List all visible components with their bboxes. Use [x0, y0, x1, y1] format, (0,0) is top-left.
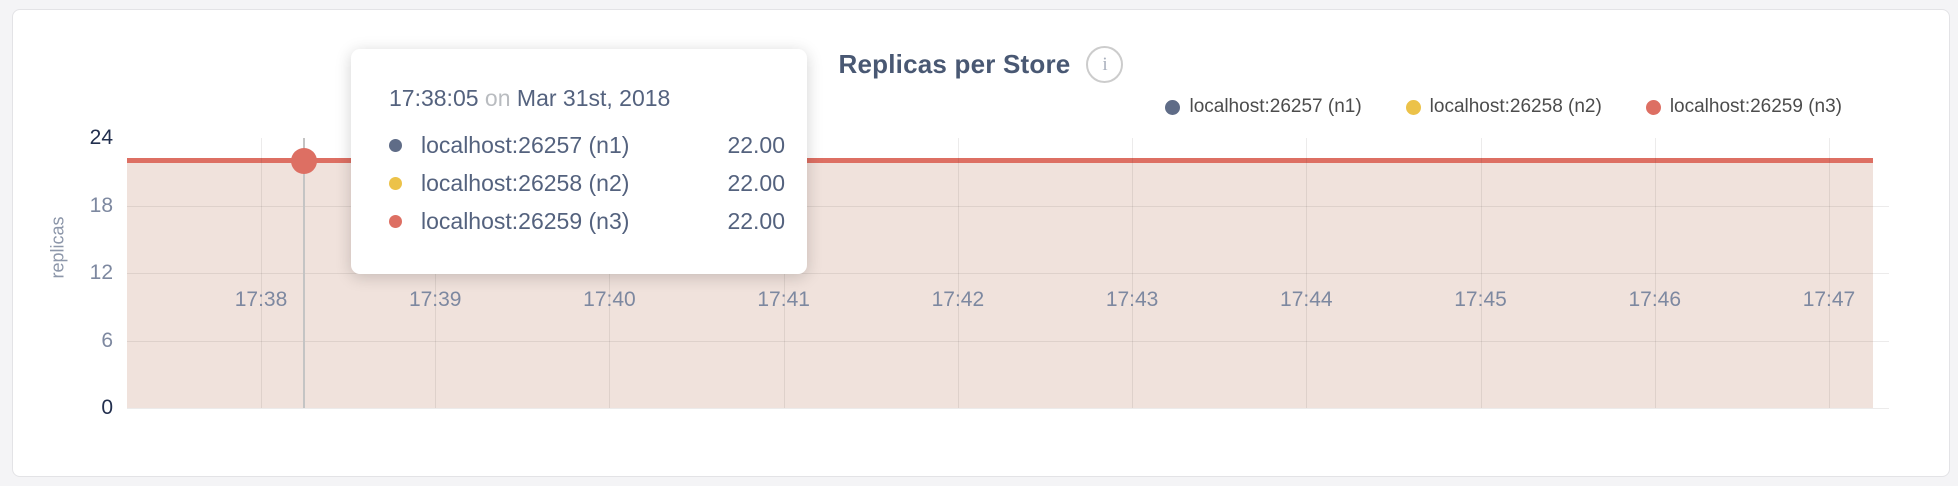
tooltip-series-value: 22.00	[727, 131, 785, 158]
gridline-horizontal	[127, 205, 1889, 207]
tooltip-series-value: 22.00	[727, 169, 785, 196]
tooltip-date: Mar 31st, 2018	[516, 85, 671, 111]
legend: localhost:26257 (n1) localhost:26258 (n2)…	[1165, 96, 1842, 118]
gridline-horizontal	[127, 273, 1889, 274]
info-icon[interactable]: i	[1086, 46, 1124, 83]
x-tick-label: 17:42	[931, 288, 985, 311]
gridline-vertical	[1828, 138, 1830, 408]
x-tick-label: 17:47	[1802, 288, 1856, 311]
gridline-vertical	[261, 138, 262, 408]
legend-label: localhost:26257 (n1)	[1189, 96, 1362, 117]
x-tick-label: 17:44	[1280, 288, 1333, 311]
chart-tooltip: 17:38:05 on Mar 31st, 2018 localhost:262…	[351, 49, 807, 274]
tooltip-row: localhost:26257 (n1) 22.00	[389, 126, 785, 164]
tooltip-series-dot	[389, 214, 402, 228]
legend-item[interactable]: localhost:26257 (n1)	[1165, 96, 1362, 118]
legend-label: localhost:26259 (n3)	[1669, 96, 1842, 117]
tooltip-header: 17:38:05 on Mar 31st, 2018	[389, 85, 807, 112]
legend-series-dot	[1645, 99, 1661, 115]
tooltip-series-label: localhost:26258 (n2)	[421, 169, 630, 196]
tooltip-rows: localhost:26257 (n1) 22.00 localhost:26258…	[389, 126, 807, 240]
gridline-horizontal	[127, 408, 1889, 409]
y-tick-label: 12	[89, 261, 113, 284]
legend-label: localhost:26258 (n2)	[1429, 96, 1602, 117]
y-tick-label: 6	[101, 328, 113, 352]
tooltip-series-value: 22.00	[727, 207, 785, 234]
tooltip-series-label: localhost:26257 (n1)	[421, 131, 630, 158]
gridline-vertical	[1306, 138, 1308, 408]
y-tick-label: 18	[89, 193, 113, 217]
gridline-vertical	[1480, 138, 1482, 408]
hover-guideline	[303, 138, 305, 408]
x-tick-label: 17:41	[757, 288, 810, 311]
gridline-vertical	[957, 138, 959, 408]
legend-series-dot	[1405, 99, 1421, 115]
x-tick-label: 17:39	[408, 288, 462, 311]
tooltip-series-label: localhost:26259 (n3)	[421, 207, 630, 234]
x-tick-label: 17:43	[1105, 288, 1159, 311]
y-tick-label: 24	[89, 126, 113, 149]
chart-title: Replicas per Store	[838, 49, 1071, 79]
hover-marker	[291, 147, 317, 174]
chart-card: Replicas per Store i localhost:26257 (n1…	[12, 9, 1950, 477]
x-tick-label: 17:45	[1454, 288, 1507, 311]
tooltip-series-dot	[389, 138, 402, 152]
tooltip-row: localhost:26259 (n3) 22.00	[389, 202, 785, 240]
legend-item[interactable]: localhost:26259 (n3)	[1645, 96, 1842, 118]
tooltip-row: localhost:26258 (n2) 22.00	[389, 164, 785, 202]
series-line	[127, 158, 1873, 163]
legend-item[interactable]: localhost:26258 (n2)	[1405, 96, 1602, 118]
x-tick-label: 17:38	[234, 288, 288, 311]
tooltip-series-dot	[389, 176, 402, 190]
legend-series-dot	[1165, 99, 1181, 115]
gridline-horizontal	[127, 340, 1889, 342]
tooltip-on: on	[484, 85, 511, 111]
gridline-vertical	[1654, 138, 1656, 408]
tooltip-time: 17:38:05	[389, 85, 479, 111]
x-tick-label: 17:40	[583, 288, 636, 311]
gridline-vertical	[1132, 138, 1134, 408]
y-tick-label: 0	[101, 396, 113, 419]
chart-header: Replicas per Store i	[13, 46, 1949, 83]
x-tick-label: 17:46	[1628, 288, 1682, 311]
